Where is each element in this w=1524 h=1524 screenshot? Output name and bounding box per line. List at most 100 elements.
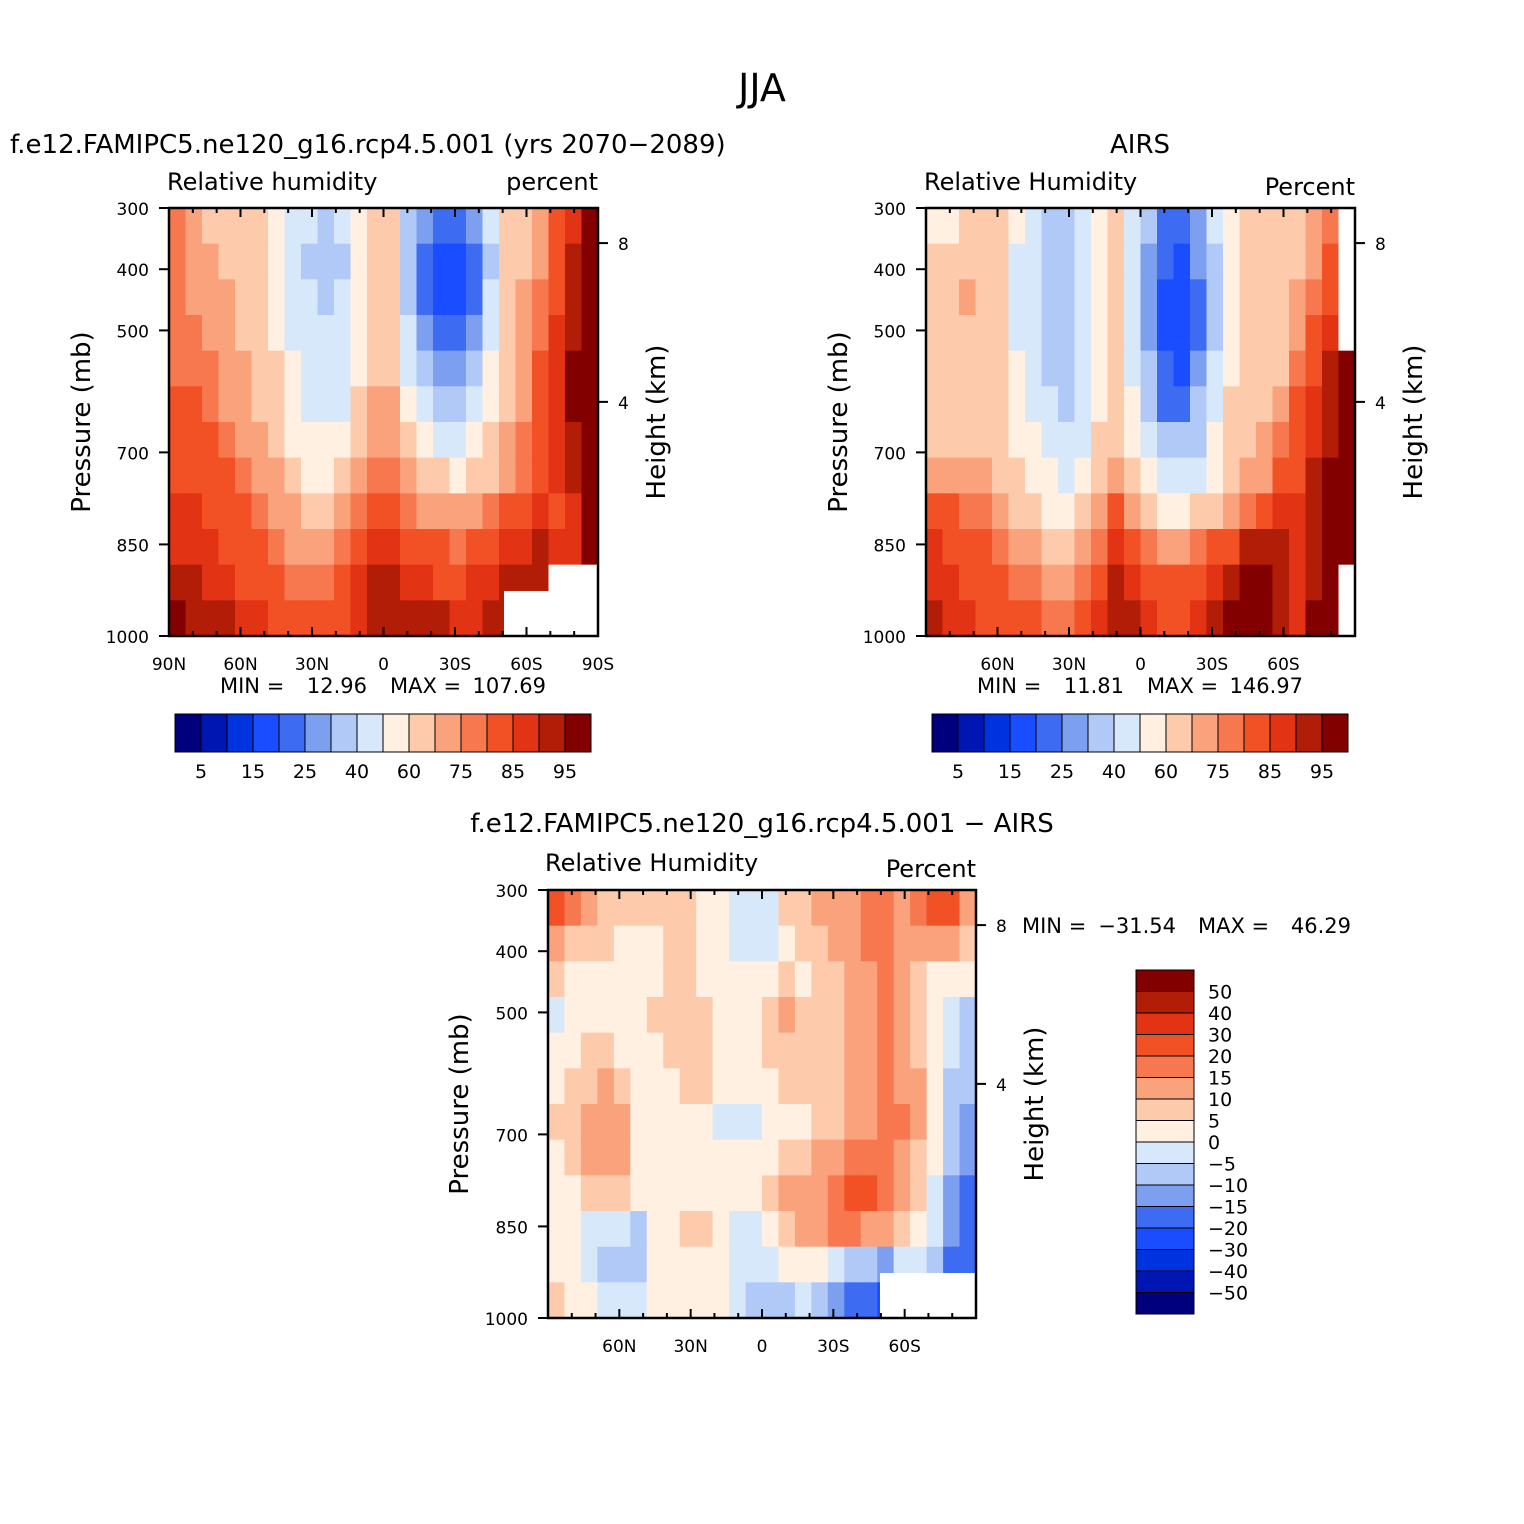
heat-cell [877,1032,895,1069]
heat-cell [778,997,796,1034]
heat-cell [943,890,961,927]
heat-cell [1008,208,1026,245]
x-tick-label: 90N [152,655,186,675]
heat-cell [218,208,236,245]
heat-cell [499,529,517,566]
heat-cell [1206,386,1224,423]
heat-cell [334,457,352,494]
heat-cell [597,1282,615,1319]
x-tick-label: 30S [817,1337,849,1357]
heat-cell [301,493,319,530]
heat-cell [959,1068,977,1105]
heat-cell [383,386,401,423]
heat-cell [251,422,269,459]
heat-cell [630,1104,648,1141]
heat-cell [565,386,583,423]
heat-cell [827,1139,845,1176]
heat-cell [564,1175,582,1212]
heat-cell [334,386,352,423]
heat-cell [959,315,977,352]
heat-cell [1124,315,1142,352]
heat-cell [350,279,368,316]
heat-cell [169,564,187,601]
heat-cell [893,997,911,1034]
heat-cell [597,997,615,1034]
heat-cell [1190,386,1208,423]
heat-cell [1173,457,1191,494]
heat-cell [1190,600,1208,637]
heat-cell [284,350,302,387]
colorbar-swatch [1135,1012,1195,1035]
heat-cell [202,600,220,637]
heat-cell [1305,600,1323,637]
heat-cell [1140,208,1158,245]
heat-cell [235,564,253,601]
heat-cell [696,961,714,998]
heat-cell [811,1032,829,1069]
heat-cell [926,493,944,530]
heat-cell [218,243,236,280]
y-tick-label: 300 [496,882,528,902]
heat-cell [959,422,977,459]
heat-cell [548,457,566,494]
heat-cell [1124,243,1142,280]
colorbar-swatch [1191,713,1219,753]
heat-cell [712,1104,730,1141]
heat-cell [1140,457,1158,494]
heat-cell [1107,315,1125,352]
x-tick-label: 0 [1135,655,1146,675]
heat-cell [860,1282,878,1319]
y2-tick-label: 8 [618,235,629,255]
min-label: MIN = [1022,914,1086,938]
heat-cell [646,1211,664,1248]
heat-cell [1025,457,1043,494]
heat-cell [1256,600,1274,637]
y-axis: 300 400 500 700 850 1000 [106,200,169,648]
heat-cell [515,279,533,316]
heat-cell [548,961,566,998]
heat-cell [729,1211,747,1248]
heat-cell [729,1032,747,1069]
heat-cell [745,1104,763,1141]
heat-cell [350,386,368,423]
heat-cell [1272,208,1290,245]
heat-cell [1190,564,1208,601]
y-axis-label: Pressure (mb) [824,331,854,512]
heat-cell [877,925,895,962]
heat-cell [745,1211,763,1248]
heat-cell [926,600,944,637]
heat-cell [580,961,598,998]
heat-cell [712,1032,730,1069]
heat-cell [926,386,944,423]
x-tick-label: 60S [510,655,542,675]
heat-cell [350,422,368,459]
heat-cell [1256,457,1274,494]
heat-cell [1223,564,1241,601]
heat-cell [1074,529,1092,566]
heat-cell [926,350,944,387]
heat-cell [1091,457,1109,494]
heat-cell [712,997,730,1034]
heat-cell [433,243,451,280]
heat-cell [1272,493,1290,530]
heat-cell [251,457,269,494]
colorbar-swatch [1135,1163,1195,1186]
heat-cell [1223,208,1241,245]
heat-cell [992,600,1010,637]
heat-cell [844,1032,862,1069]
heat-cell [1338,315,1356,352]
heat-cell [185,386,203,423]
panel-title: AIRS [1110,130,1170,160]
heat-cell [466,493,484,530]
heat-cell [301,600,319,637]
y2-tick-label: 4 [1375,394,1386,414]
heat-cell [1173,493,1191,530]
heat-cell [1322,600,1340,637]
y-tick-label: 850 [874,536,906,556]
heat-cell [433,493,451,530]
heat-cell [235,422,253,459]
right-label: percent [506,168,598,196]
y-tick-label: 400 [496,943,528,963]
heat-cell [317,457,335,494]
colorbar-swatch [564,713,592,753]
